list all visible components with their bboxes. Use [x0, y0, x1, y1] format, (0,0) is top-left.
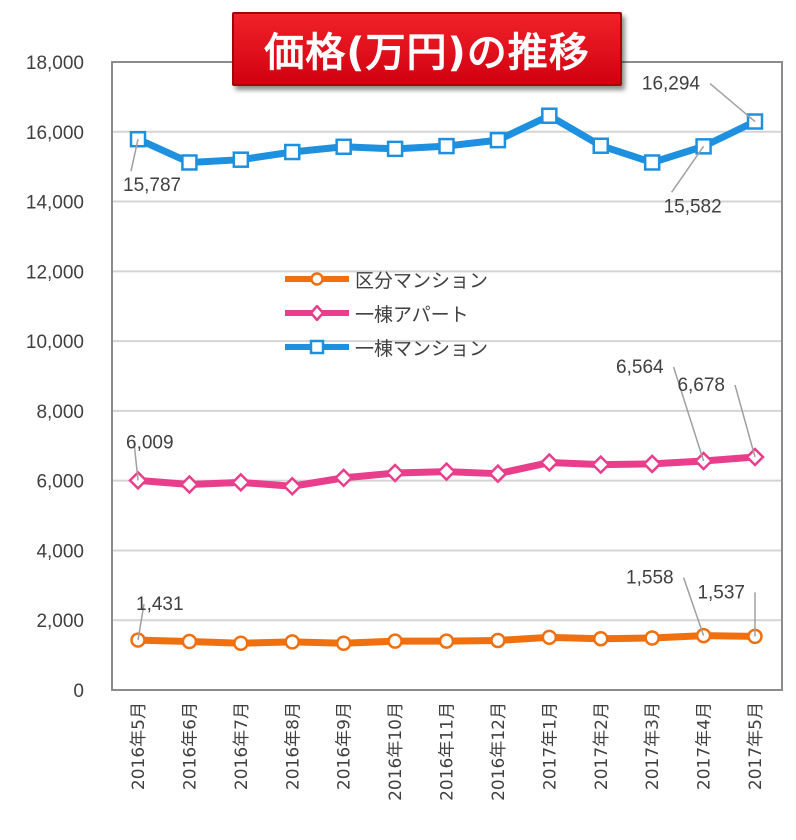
data-point [335, 635, 352, 651]
data-point [181, 154, 198, 171]
series-2: 15,787 15,582 16,294 [123, 74, 764, 217]
data-point [233, 635, 249, 651]
y-tick-label: 6,000 [36, 472, 84, 493]
y-tick-label: 4,000 [36, 541, 84, 562]
y-tick-label: 16,000 [26, 123, 84, 144]
series-1: 6,009 6,564 6,678 [126, 357, 765, 497]
data-point [490, 632, 506, 649]
legend-label: 区分マンション [355, 269, 489, 292]
data-label: 6,564 [616, 357, 664, 378]
chart-title: 価格(万円)の推移 [232, 12, 622, 86]
leader-line [670, 145, 705, 193]
data-point [539, 452, 560, 473]
legend-label: 一棟マンション [355, 337, 489, 360]
data-point [284, 634, 300, 650]
data-point [181, 633, 198, 650]
x-tick-label: 2016年11月 [438, 702, 458, 801]
legend: 区分マンション 一棟アパート 一棟マンション [285, 262, 488, 364]
x-tick-label: 2016年10月 [386, 702, 406, 801]
data-point [643, 154, 661, 171]
x-tick-label: 2017年1月 [540, 702, 560, 790]
data-point [387, 633, 403, 649]
data-label: 15,582 [664, 196, 722, 217]
legend-item-0: 区分マンション [285, 262, 488, 296]
data-label: 6,678 [677, 375, 725, 396]
y-tick-label: 14,000 [26, 193, 84, 214]
data-point [489, 131, 507, 149]
x-tick-label: 2016年9月 [335, 702, 355, 790]
data-point [541, 107, 558, 124]
data-point [593, 630, 609, 647]
y-tick-label: 18,000 [26, 53, 84, 74]
y-tick-label: 12,000 [26, 262, 84, 283]
x-tick-label: 2016年12月 [489, 702, 509, 801]
data-point [642, 454, 662, 474]
data-point [541, 629, 558, 646]
diamond-marker-icon [285, 305, 349, 321]
leader-line [682, 577, 705, 636]
data-point [590, 454, 611, 475]
leader-line [734, 384, 756, 458]
data-label: 1,558 [626, 568, 674, 589]
x-tick-label: 2016年5月 [129, 702, 149, 790]
y-tick-label: 8,000 [36, 402, 84, 423]
data-point [488, 463, 508, 484]
x-tick-label: 2016年8月 [283, 702, 303, 790]
data-point [231, 472, 251, 493]
data-label: 6,009 [126, 432, 174, 453]
legend-label: 一棟アパート [355, 303, 469, 326]
legend-item-2: 一棟マンション [285, 330, 488, 364]
x-tick-label: 2017年3月 [643, 702, 663, 790]
data-point [438, 633, 455, 649]
circle-marker-icon [285, 272, 349, 286]
data-point [438, 137, 455, 155]
data-point [179, 474, 200, 495]
data-point [335, 138, 352, 156]
data-point [282, 476, 303, 497]
data-label: 1,431 [136, 594, 184, 615]
data-label: 15,787 [123, 175, 181, 196]
data-point [333, 468, 354, 488]
x-tick-label: 2017年5月 [746, 702, 766, 790]
data-point [592, 137, 609, 154]
data-point [436, 461, 457, 482]
y-tick-label: 10,000 [26, 332, 84, 353]
data-label: 16,294 [642, 74, 701, 95]
data-point [385, 463, 405, 483]
leader-line [709, 82, 756, 123]
square-marker-icon [285, 339, 349, 355]
leader-line [133, 442, 139, 481]
series-0: 1,431 1,558 1,537 [130, 568, 763, 651]
data-label: 1,537 [697, 582, 745, 603]
data-point [284, 143, 301, 161]
y-tick-label: 0 [73, 681, 84, 702]
leader-line [672, 366, 705, 462]
x-tick-label: 2017年2月 [592, 702, 612, 790]
leader-line [130, 139, 139, 172]
x-tick-label: 2017年4月 [695, 702, 715, 790]
data-point [232, 151, 250, 168]
x-tick-label: 2016年6月 [180, 702, 200, 790]
legend-item-1: 一棟アパート [285, 296, 488, 330]
data-point [644, 630, 660, 646]
x-tick-label: 2016年7月 [232, 702, 252, 790]
y-tick-label: 2,000 [36, 611, 84, 632]
leader-line [137, 603, 145, 641]
data-point [386, 140, 404, 158]
